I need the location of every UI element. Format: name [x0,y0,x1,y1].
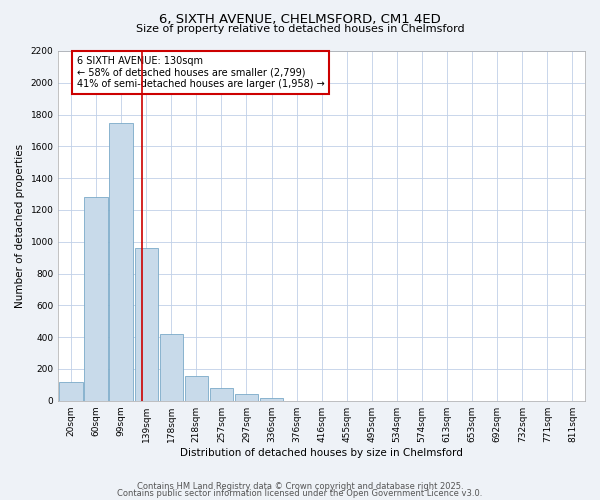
Text: Size of property relative to detached houses in Chelmsford: Size of property relative to detached ho… [136,24,464,34]
Y-axis label: Number of detached properties: Number of detached properties [15,144,25,308]
Text: Contains HM Land Registry data © Crown copyright and database right 2025.: Contains HM Land Registry data © Crown c… [137,482,463,491]
Text: 6 SIXTH AVENUE: 130sqm
← 58% of detached houses are smaller (2,799)
41% of semi-: 6 SIXTH AVENUE: 130sqm ← 58% of detached… [77,56,325,90]
Bar [134,248,158,400]
Bar [235,394,258,400]
Text: 6, SIXTH AVENUE, CHELMSFORD, CM1 4ED: 6, SIXTH AVENUE, CHELMSFORD, CM1 4ED [159,12,441,26]
Bar [160,334,183,400]
Bar [85,197,107,400]
Bar [109,122,133,400]
Bar [210,388,233,400]
X-axis label: Distribution of detached houses by size in Chelmsford: Distribution of detached houses by size … [180,448,463,458]
Bar [59,382,83,400]
Bar [185,376,208,400]
Bar [260,398,283,400]
Text: Contains public sector information licensed under the Open Government Licence v3: Contains public sector information licen… [118,490,482,498]
